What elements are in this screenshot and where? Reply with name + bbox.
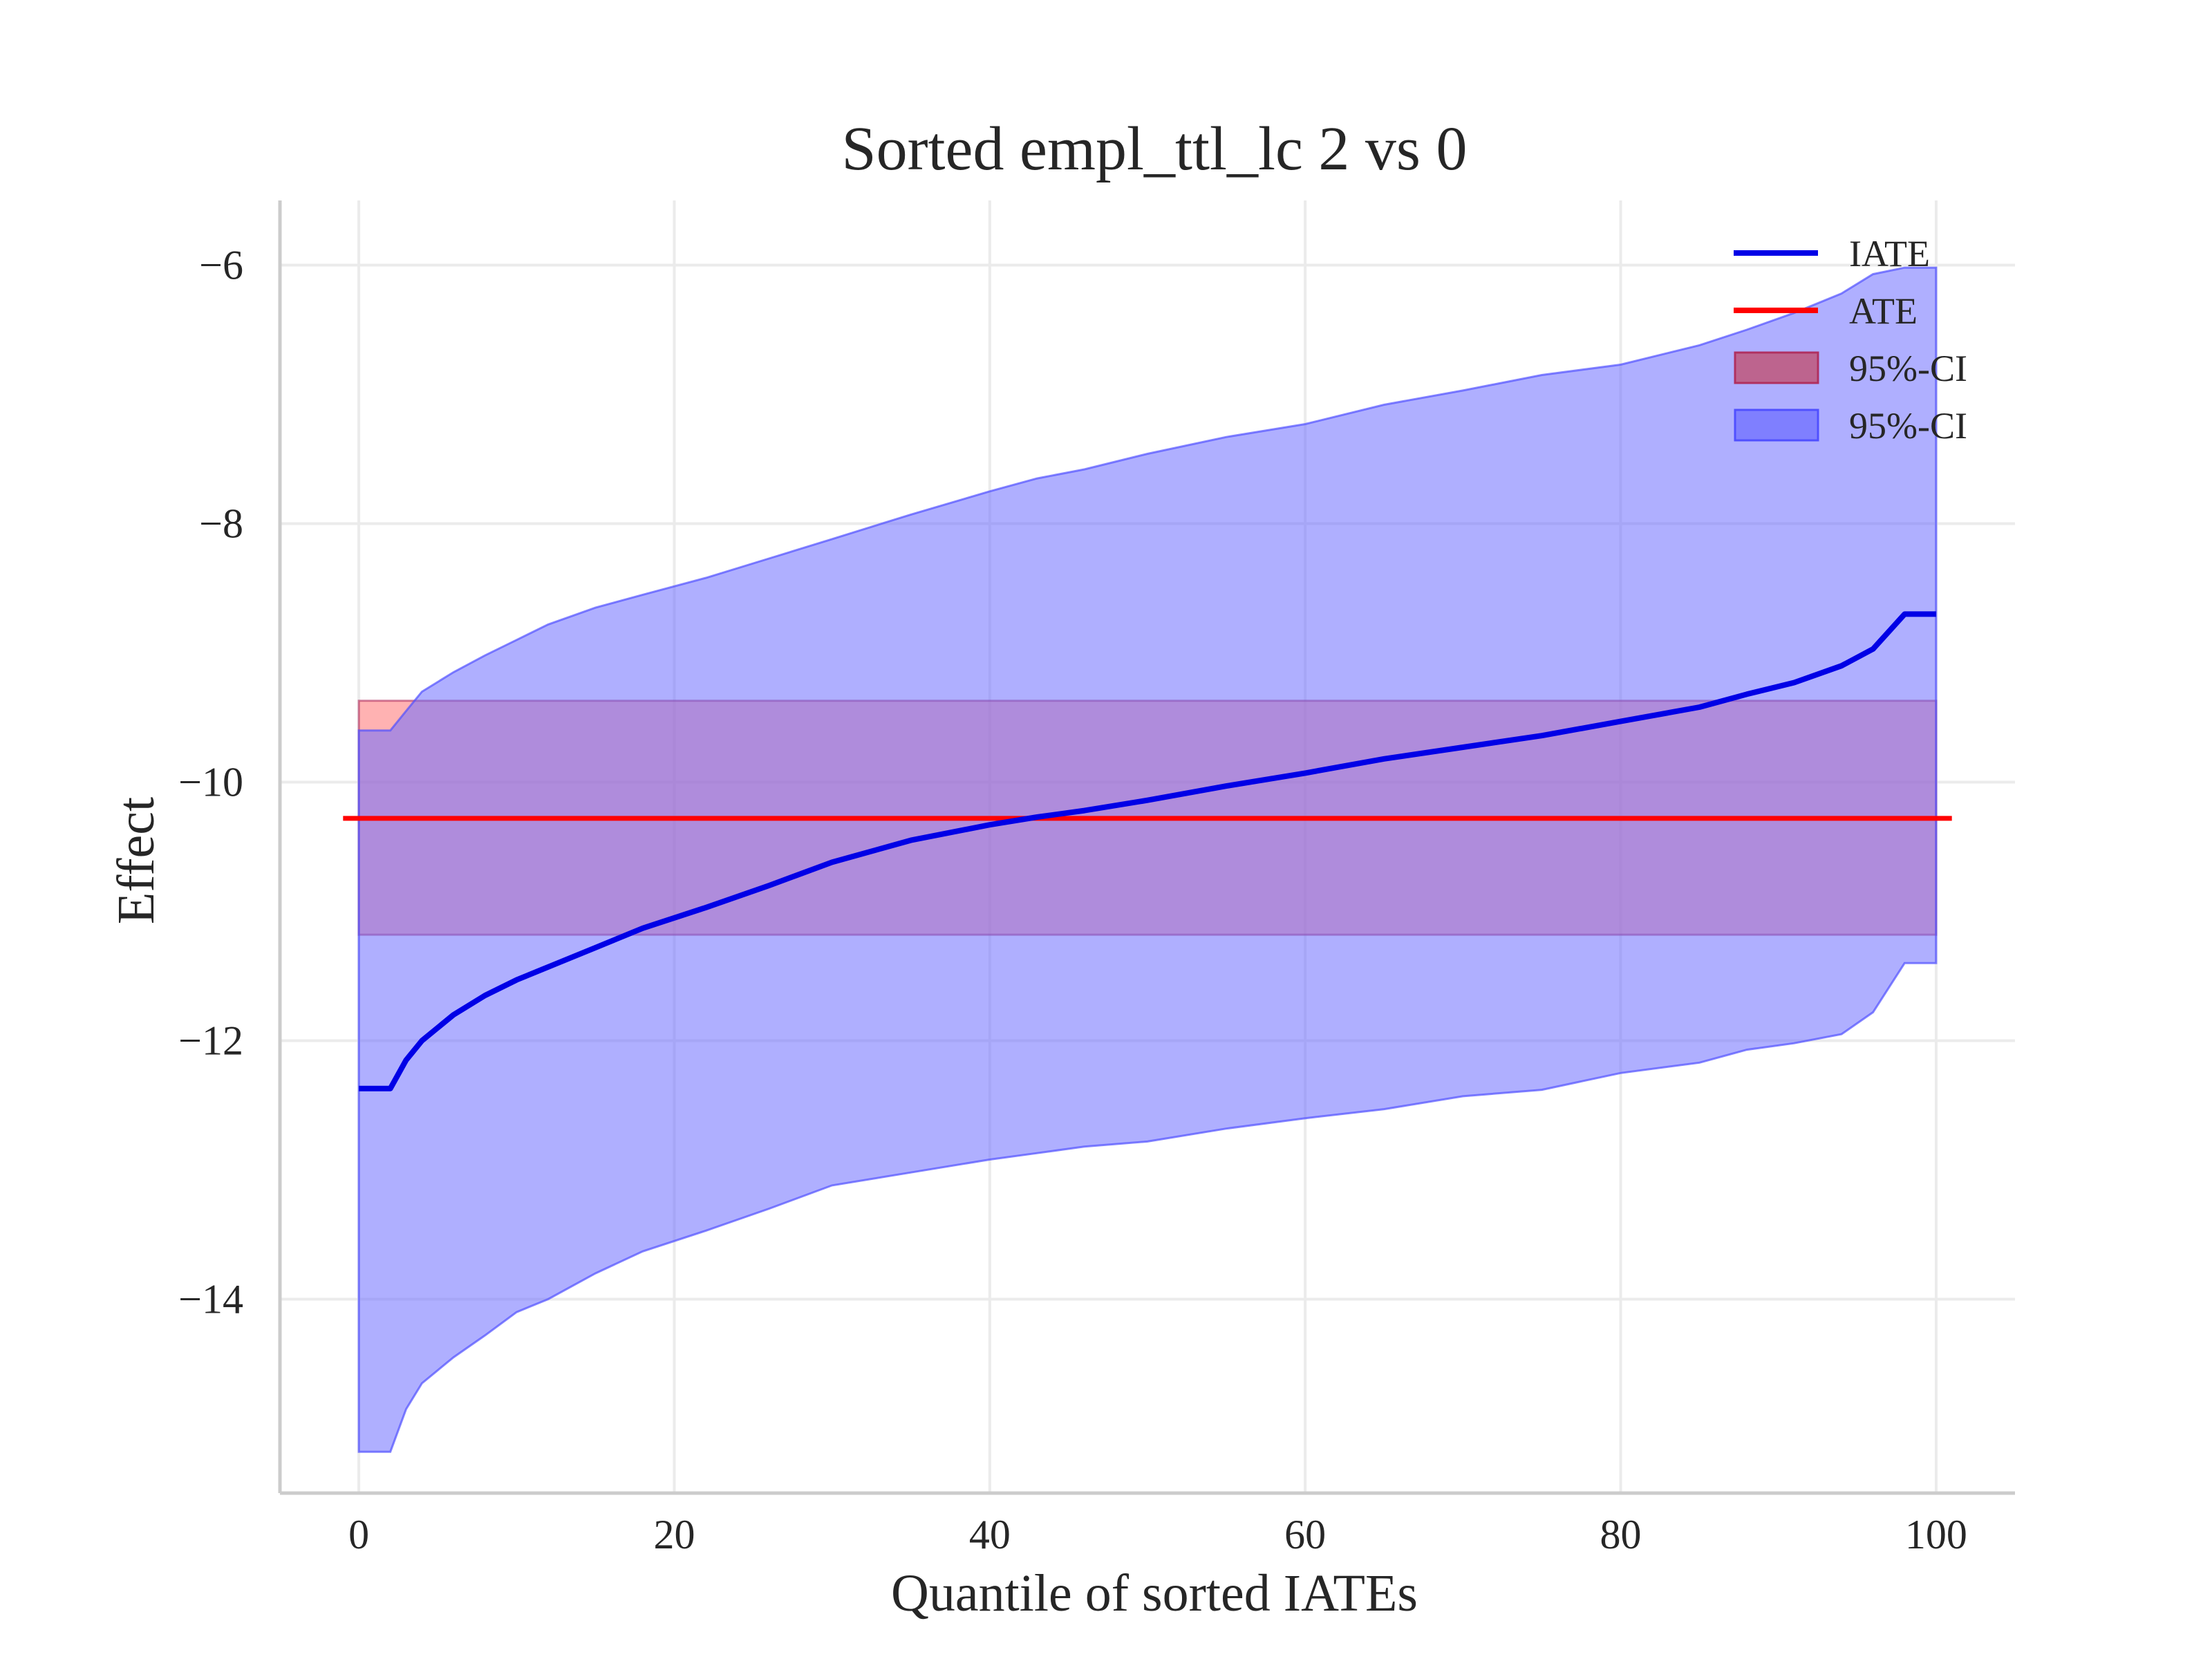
legend-label-ate: ATE [1849,290,1918,332]
legend-label-iate: IATE [1849,233,1930,274]
y-tick-label-4: −14 [178,1277,243,1322]
legend-swatch-ate-ci [1734,351,1819,384]
x-tick-label-5: 100 [1905,1512,1967,1557]
chart-title: Sorted empl_ttl_lc 2 vs 0 [842,115,1468,183]
y-tick-label-1: −8 [199,501,243,547]
legend: IATE ATE 95%-CI 95%-CI [1734,233,1967,447]
series-lines [343,611,1952,1091]
iate-line [359,611,1936,1091]
x-tick-label-2: 40 [969,1512,1011,1557]
tick-labels: 0 20 40 60 80 100 −6 −8 −10 −12 −14 [178,243,1967,1558]
y-tick-label-2: −10 [178,760,243,805]
iate-ci-band [357,266,1938,1453]
x-tick-label-3: 60 [1284,1512,1326,1557]
x-tick-label-4: 80 [1600,1512,1642,1557]
legend-label-ate-ci: 95%-CI [1849,348,1967,389]
y-axis-title: Effect [107,797,165,924]
y-tick-label-3: −12 [178,1018,243,1064]
x-tick-label-0: 0 [348,1512,369,1557]
x-axis-title: Quantile of sorted IATEs [891,1564,1418,1622]
legend-label-iate-ci: 95%-CI [1849,405,1967,447]
x-tick-label-1: 20 [653,1512,695,1557]
y-tick-label-0: −6 [199,243,243,288]
axis-spines [278,200,2015,1495]
legend-swatch-iate-ci [1734,409,1819,442]
